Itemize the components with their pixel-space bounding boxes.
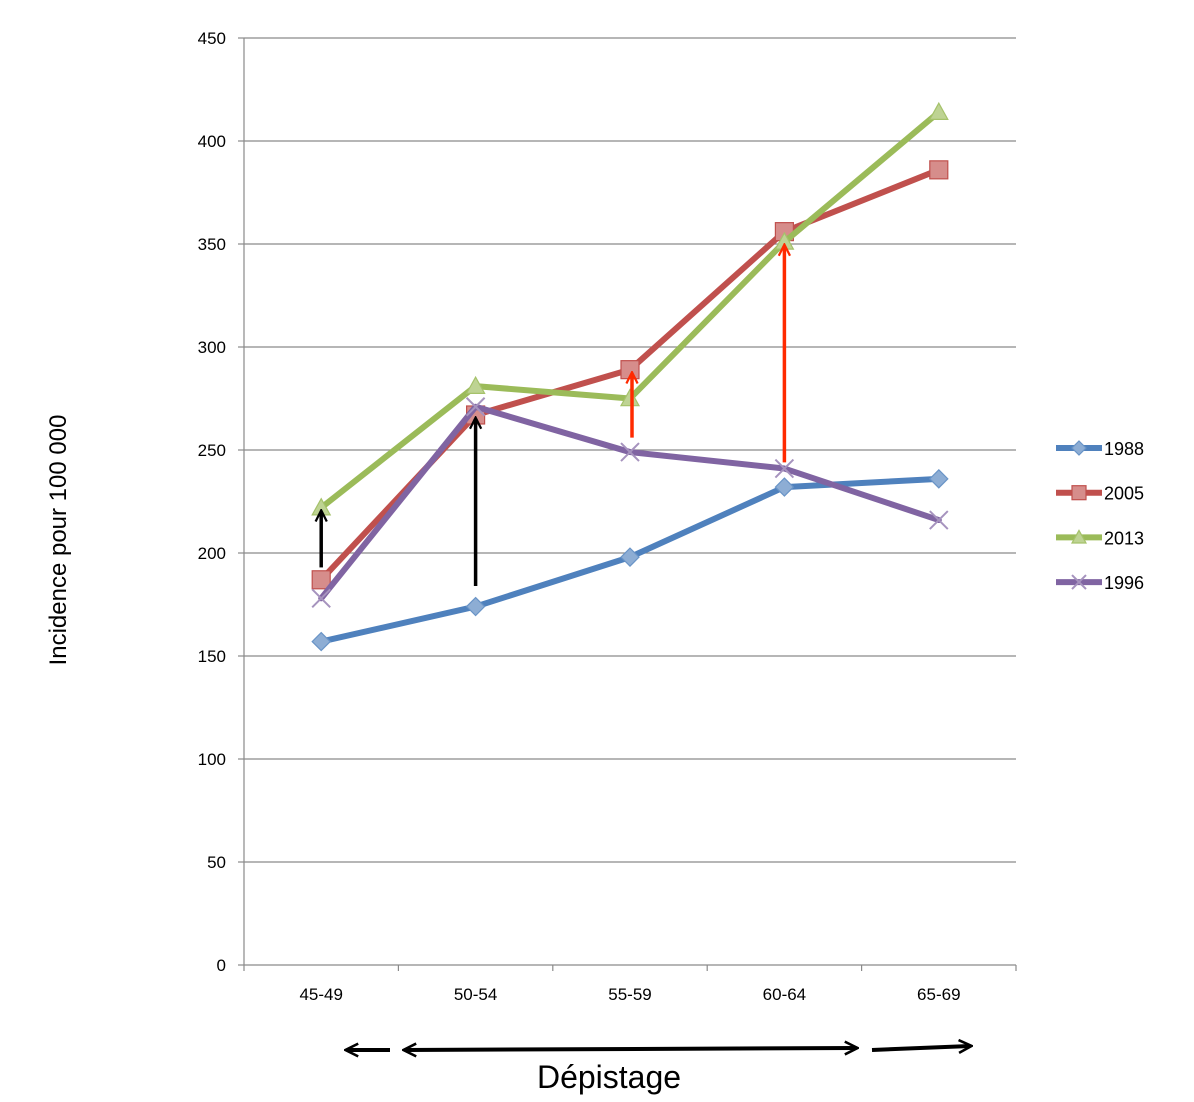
- x-tick-label-55-59: 55-59: [608, 985, 651, 1004]
- legend-item-1988: 1988: [1056, 439, 1144, 459]
- screening-caption: Dépistage: [537, 1059, 681, 1095]
- point-1988-60-64: [774, 477, 795, 497]
- series-line-2013: [318, 109, 942, 511]
- point-1988-55-59: [620, 547, 640, 567]
- point-1996-65-69-stroke-b: [929, 510, 949, 530]
- legend-item-2013: 2013: [1056, 528, 1144, 548]
- y-tick-label-150: 150: [198, 647, 226, 666]
- point-1996-50-54-stroke-b: [465, 397, 486, 417]
- legend: 1988 2005 2013 1996: [1056, 439, 1144, 593]
- legend-marker-2005: [1071, 485, 1087, 501]
- y-tick-label-300: 300: [198, 338, 226, 357]
- arrow-screening-range: [405, 1048, 856, 1050]
- point-1996-45-49-stroke-b: [311, 588, 331, 609]
- y-tick-label-200: 200: [198, 544, 226, 563]
- screening-range-arrows: [347, 1046, 970, 1050]
- legend-marker-1996: [1071, 574, 1087, 590]
- legend-marker-1996-stroke-b: [1071, 574, 1087, 590]
- series-lines: [311, 101, 949, 652]
- point-1996-55-59: [620, 442, 640, 462]
- point-2013-55-59: [619, 388, 641, 407]
- legend-marker-1988: [1071, 440, 1087, 456]
- legend-item-2005: 2005: [1056, 484, 1144, 504]
- y-tick-label-0: 0: [217, 956, 226, 975]
- x-tick-label-60-64: 60-64: [763, 985, 806, 1004]
- x-tick-label-50-54: 50-54: [454, 985, 497, 1004]
- point-2005-55-59: [620, 360, 640, 380]
- point-2013-65-69: [928, 101, 949, 120]
- point-1996-55-59-stroke-b: [620, 442, 640, 462]
- y-tick-label-250: 250: [198, 441, 226, 460]
- series-1988: [311, 468, 949, 652]
- series-2005: [311, 160, 949, 590]
- y-tick-label-100: 100: [198, 750, 226, 769]
- point-1996-45-49: [311, 588, 331, 609]
- legend-item-1996: 1996: [1056, 573, 1144, 593]
- point-1996-65-69: [929, 510, 949, 530]
- point-1996-60-64: [774, 458, 795, 479]
- legend-label-1996: 1996: [1104, 573, 1144, 593]
- y-tick-labels: 0 50 100 150 200 250 300 350 400 450: [198, 29, 226, 975]
- point-2005-65-69: [929, 160, 949, 180]
- change-arrows: [321, 246, 784, 586]
- x-tick-label-45-49: 45-49: [299, 985, 342, 1004]
- y-tick-label-400: 400: [198, 132, 226, 151]
- axes: [238, 37, 1017, 971]
- x-tick-label-65-69: 65-69: [917, 985, 960, 1004]
- arrow-right-outside: [871, 1046, 970, 1050]
- legend-label-2013: 2013: [1104, 528, 1144, 548]
- legend-label-1988: 1988: [1104, 439, 1144, 459]
- series-1996: [311, 397, 949, 609]
- point-1988-65-69: [928, 468, 949, 489]
- x-tick-labels: 45-49 50-54 55-59 60-64 65-69: [299, 985, 960, 1004]
- point-2005-45-49: [311, 570, 331, 590]
- point-2013-50-54: [465, 375, 486, 394]
- y-tick-label-450: 450: [198, 29, 226, 48]
- y-tick-label-350: 350: [198, 235, 226, 254]
- point-1996-50-54: [465, 397, 486, 417]
- legend-marker-2013: [1070, 529, 1088, 544]
- point-1996-60-64-stroke-b: [774, 458, 795, 479]
- y-tick-label-50: 50: [207, 853, 226, 872]
- y-axis-title: Incidence pour 100 000: [45, 415, 72, 666]
- point-1988-50-54: [465, 596, 486, 617]
- point-1988-45-49: [311, 631, 332, 652]
- legend-label-2005: 2005: [1104, 484, 1144, 504]
